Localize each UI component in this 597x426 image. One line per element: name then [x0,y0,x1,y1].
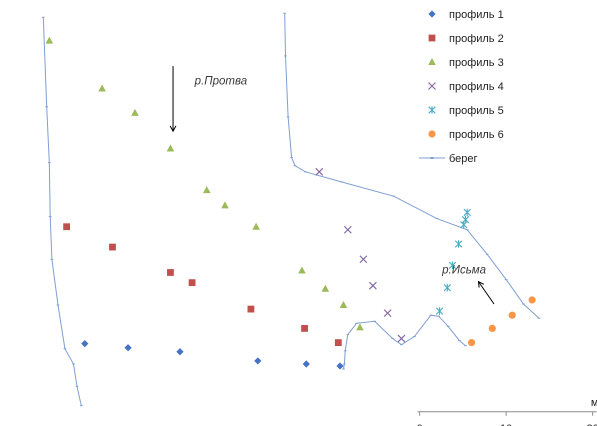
x-tick-label: 0 [417,423,423,426]
legend-marker-profile-1 [428,10,436,18]
legend-symbol [428,106,436,114]
point-profile-4 [369,281,377,290]
point-profile-2 [63,223,71,231]
legend-label-profile-3: профиль 3 [449,57,504,69]
legend-label-profile-4: профиль 4 [449,81,504,93]
point-profile-3 [321,284,330,292]
annotations: р.Протва р.Исьма [169,66,495,305]
legend-item-shore: берег [419,153,478,165]
series-profile-4 [315,167,406,343]
x-axis-ticks: 0 10 20 [417,411,597,426]
point-profile-3 [298,266,306,274]
point-profile-5 [448,261,457,270]
series-profile-6 [467,296,536,347]
arrow-protva-head [169,125,177,133]
x-axis: 0 10 20 м [417,397,597,426]
point-profile-4 [397,334,406,343]
point-profile-2 [109,243,116,251]
series-profile-3 [45,36,364,331]
point-profile-3 [339,301,348,309]
legend-item-profile-2: профиль 2 [428,33,504,45]
legend-marker-profile-6 [428,130,436,138]
legend: профиль 1 профиль 2 профиль 3 профиль 4 … [419,9,504,165]
point-profile-5 [435,307,444,315]
point-profile-1 [81,340,89,348]
legend-label-profile-1: профиль 1 [449,9,504,21]
point-profile-3 [202,186,211,194]
legend-label-profile-5: профиль 5 [449,105,504,117]
point-profile-5 [454,240,463,248]
point-profile-1 [254,357,262,365]
legend-item-profile-6: профиль 6 [428,129,504,141]
legend-symbol [428,82,436,90]
legend-symbol [428,130,436,138]
legend-marker-profile-2 [428,34,436,42]
point-profile-2 [167,269,174,276]
point-profile-3 [166,144,175,152]
point-profile-3 [221,201,229,209]
point-profile-3 [131,108,139,116]
scatter-points [45,36,536,370]
legend-item-profile-4: профиль 4 [428,81,504,93]
shore-lines [41,12,541,407]
point-profile-5 [461,215,470,224]
point-profile-2 [247,305,255,313]
legend-item-profile-5: профиль 5 [428,105,504,117]
point-profile-2 [334,339,342,347]
shore-line-3 [343,314,466,370]
legend-symbol [428,10,436,18]
point-profile-3 [45,36,54,44]
x-tick-label: 10 [500,423,512,426]
series-profile-5 [435,208,471,315]
arrow-isma-head [477,280,485,288]
legend-marker-profile-5 [428,106,436,114]
legend-symbol [428,34,436,42]
shore-line-2 [284,13,540,319]
point-profile-5 [443,283,452,292]
point-profile-3 [356,323,364,331]
legend-label-shore: берег [449,153,478,165]
legend-item-profile-3: профиль 3 [428,57,504,69]
series-profile-2 [63,223,342,347]
annotation-protva: р.Протва [194,75,247,87]
series-profile-1 [81,340,344,370]
legend-symbol [428,58,436,65]
point-profile-1 [176,348,184,356]
arrow-isma [478,281,495,305]
point-profile-4 [359,255,368,264]
legend-label-profile-2: профиль 2 [449,33,504,45]
shore-line-1 [42,17,82,406]
point-profile-1 [124,344,132,352]
point-profile-3 [252,222,260,230]
point-profile-6 [467,339,476,347]
legend-label-profile-6: профиль 6 [449,129,504,141]
point-profile-4 [343,225,352,234]
point-profile-4 [383,309,392,318]
point-profile-5 [463,208,471,217]
point-profile-2 [301,324,308,332]
point-profile-1 [336,362,344,370]
point-profile-2 [188,279,196,287]
point-profile-6 [508,311,516,319]
point-profile-6 [488,324,496,332]
legend-marker-profile-4 [428,82,436,90]
point-profile-6 [528,296,536,304]
annotation-isma: р.Исьма [441,264,486,276]
point-profile-3 [98,84,106,92]
x-tick-label: 20 [587,423,597,426]
x-axis-unit: м [591,397,597,409]
point-profile-4 [315,167,324,176]
legend-marker-profile-3 [428,58,436,65]
legend-item-profile-1: профиль 1 [428,9,504,21]
point-profile-1 [302,360,310,368]
